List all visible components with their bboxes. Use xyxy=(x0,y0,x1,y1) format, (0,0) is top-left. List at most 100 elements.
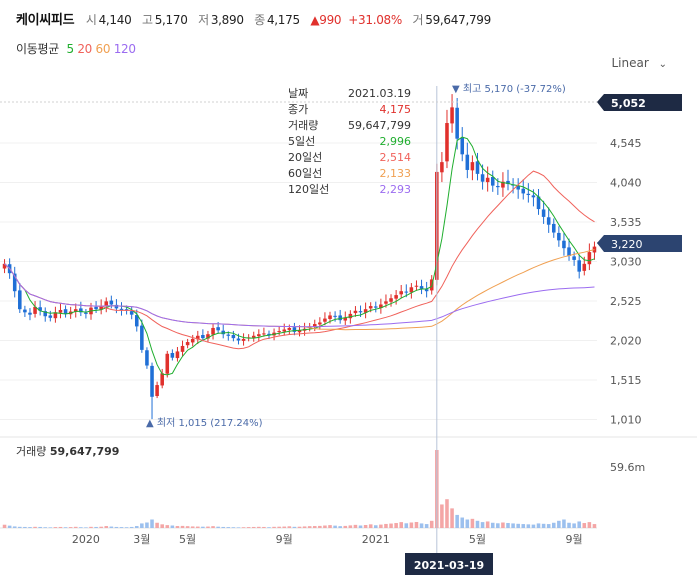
tooltip-value: 2,293 xyxy=(380,183,412,196)
candle-body xyxy=(399,291,403,295)
volume-bar xyxy=(521,524,526,528)
candle-body xyxy=(236,338,241,341)
volume-bar xyxy=(99,526,103,528)
candle-body xyxy=(379,304,383,309)
change-value: ▲990 xyxy=(310,13,342,27)
volume-bar xyxy=(262,526,266,528)
y-tick-label: 4,545 xyxy=(610,137,642,150)
candle-body xyxy=(251,335,256,338)
volume-bar xyxy=(277,526,281,528)
candle-body xyxy=(155,385,159,397)
candle-body xyxy=(490,176,495,186)
tooltip-label: 120일선 xyxy=(288,182,329,196)
candle-body xyxy=(424,289,429,292)
tooltip-label: 거래량 xyxy=(288,119,318,132)
candle-body xyxy=(582,263,587,271)
scale-select[interactable]: Linear ⌄ xyxy=(611,56,667,70)
x-tick-label: 3월 xyxy=(133,533,150,546)
volume-bar xyxy=(150,519,154,528)
tooltip-value: 4,175 xyxy=(380,103,412,116)
candle-body xyxy=(496,185,500,188)
x-axis-ticks: 2020 3월 5월 9월 2021 5월 9월 xyxy=(72,533,583,546)
high-label: 고 xyxy=(141,13,153,27)
candle-body xyxy=(53,312,58,319)
volume-bar xyxy=(251,526,256,528)
candle-body xyxy=(567,247,571,256)
moving-average-legend[interactable]: 이동평균 5 20 60 120 xyxy=(16,40,136,57)
volume-panel-label: 거래량 59,647,799 xyxy=(16,445,119,458)
candle-body xyxy=(38,307,42,311)
y-tick-label: 3,535 xyxy=(610,216,642,229)
candle-body xyxy=(526,193,531,195)
close-label: 종 xyxy=(254,13,265,27)
volume-bar xyxy=(185,526,190,528)
ohlc-tooltip: 날짜 2021.03.19 종가 4,175 거래량 59,647,799 5일선 2,996… xyxy=(288,87,411,196)
ma-line-5 xyxy=(4,136,595,376)
tooltip-label: 5일선 xyxy=(288,134,315,148)
volume-bar xyxy=(490,522,495,528)
candle-body xyxy=(216,327,220,331)
candle-body xyxy=(368,306,373,309)
volume-bar xyxy=(206,526,210,528)
volume-bar xyxy=(440,504,444,528)
candle-body xyxy=(190,338,195,343)
candle-body xyxy=(79,308,83,313)
x-tick-label: 9월 xyxy=(566,533,583,546)
crosshair-price-badge: 5,052 xyxy=(597,94,682,111)
candle-body xyxy=(470,162,475,171)
volume-bar xyxy=(79,527,83,528)
volume-bar xyxy=(129,526,134,528)
candle-body xyxy=(557,232,561,241)
candle-body xyxy=(211,327,215,335)
volume-bar xyxy=(348,525,353,528)
candle-body xyxy=(312,324,317,327)
y-tick-label: 4,040 xyxy=(610,176,642,189)
stock-name: 케이씨피드 xyxy=(16,13,75,28)
volume-bar xyxy=(460,517,465,528)
volume-bar xyxy=(48,527,53,528)
volume-bar xyxy=(455,514,459,528)
candle-body xyxy=(374,306,378,308)
volume-bar xyxy=(572,523,576,528)
candle-body xyxy=(546,217,551,225)
ma-line-20 xyxy=(4,170,595,350)
crosshair-date: 2021-03-19 xyxy=(414,559,484,572)
volume-bar xyxy=(384,523,388,528)
candle-body xyxy=(323,318,327,322)
candle-body xyxy=(404,291,409,293)
volume-bar xyxy=(419,523,424,528)
volume-bar xyxy=(394,523,398,528)
tooltip-value: 2,996 xyxy=(380,135,412,148)
volume-bar xyxy=(480,522,485,528)
volume-bar xyxy=(272,526,276,528)
volume-bar xyxy=(119,527,124,528)
open-value: 4,140 xyxy=(98,13,132,27)
candle-body xyxy=(338,315,342,321)
candle-body xyxy=(282,329,287,332)
candle-body xyxy=(206,334,210,339)
candle-body xyxy=(506,180,510,185)
volume-bar xyxy=(175,526,180,528)
volume-bar xyxy=(53,527,58,528)
volume-bar xyxy=(297,526,302,528)
candle-body xyxy=(562,240,566,249)
candle-body xyxy=(363,309,368,313)
volume-bar xyxy=(379,524,383,528)
volume-bar xyxy=(12,526,17,528)
volume-bar xyxy=(68,527,73,528)
ma-120-label: 120 xyxy=(113,42,136,56)
volume-bar xyxy=(307,526,312,528)
volume-bar xyxy=(190,526,195,528)
candle-body xyxy=(485,177,490,183)
candle-body xyxy=(440,162,444,173)
volume-bar xyxy=(465,519,470,528)
volume-bar xyxy=(287,526,292,528)
volume-bar xyxy=(496,523,500,528)
candle-body xyxy=(531,195,536,198)
candle-body xyxy=(170,352,175,358)
candle-body xyxy=(241,338,246,341)
last-price: 3,220 xyxy=(611,238,643,251)
ma-60-label: 60 xyxy=(95,42,111,56)
chevron-down-icon: ⌄ xyxy=(658,59,667,70)
